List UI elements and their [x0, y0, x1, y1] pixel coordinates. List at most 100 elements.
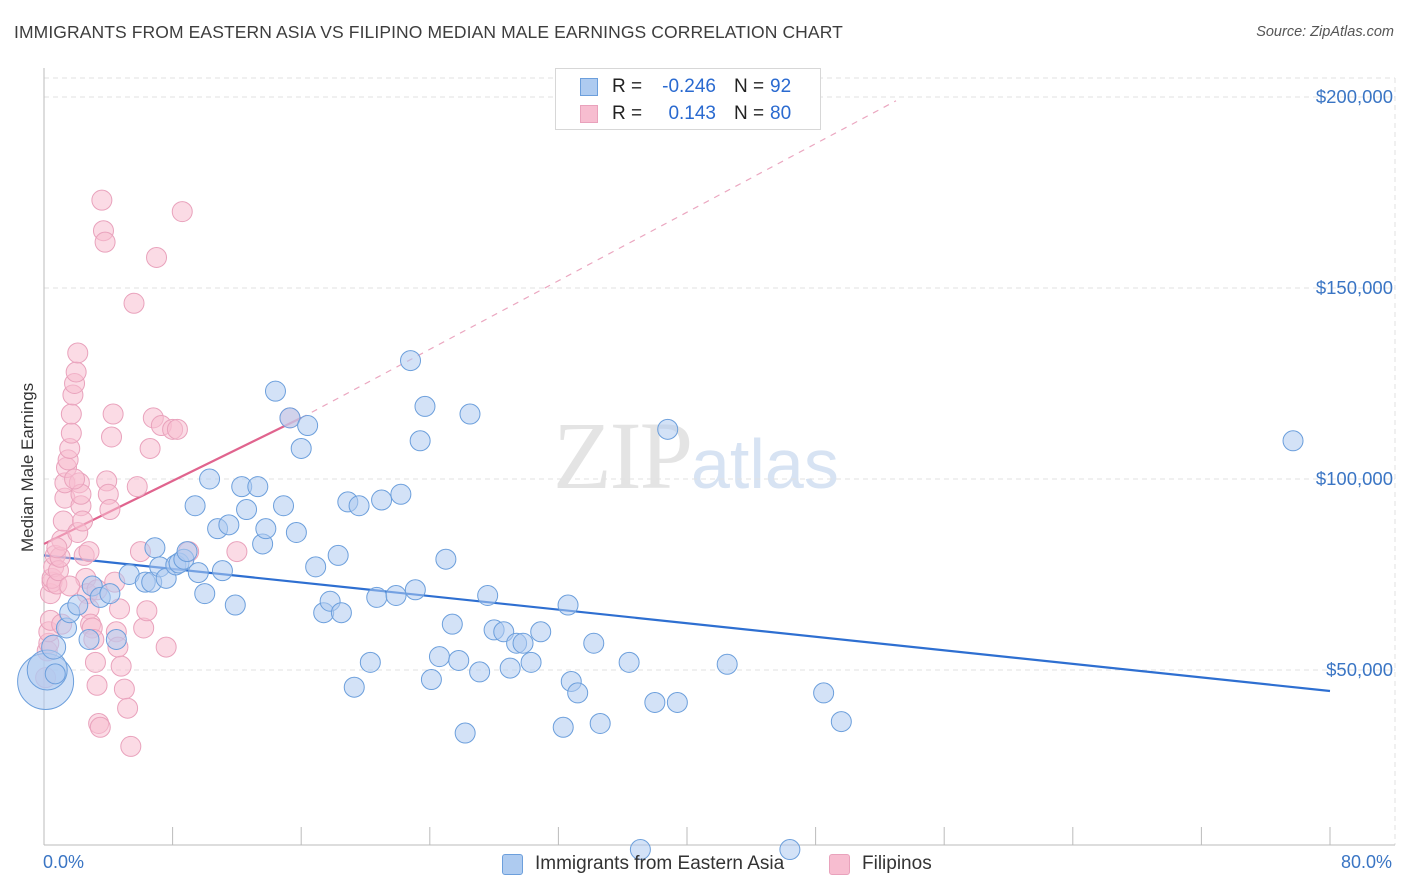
- eastern-asia-point: [779, 839, 801, 861]
- eastern-asia-point: [552, 716, 574, 738]
- filipinos-point: [72, 510, 94, 532]
- eastern-asia-point: [567, 682, 589, 704]
- x-min-label: 0.0%: [43, 852, 85, 872]
- eastern-asia-point: [409, 430, 431, 452]
- filipinos-point: [109, 598, 131, 620]
- eastern-asia-point: [330, 602, 352, 624]
- filipinos-point: [78, 541, 100, 563]
- blue-swatch: [580, 78, 598, 96]
- blue-swatch: [502, 854, 523, 875]
- n-label: N =: [734, 103, 765, 124]
- filipinos-point: [117, 697, 139, 719]
- filipinos-point: [59, 575, 81, 597]
- eastern-asia-point: [583, 632, 605, 654]
- filipinos-point: [84, 651, 106, 673]
- eastern-asia-point: [428, 646, 450, 668]
- filipinos-point: [67, 342, 89, 364]
- filipinos-point: [120, 735, 142, 757]
- pink-swatch: [580, 105, 598, 123]
- n-label: N =: [734, 76, 765, 97]
- eastern-asia-point: [420, 669, 442, 691]
- eastern-asia-point: [629, 839, 651, 861]
- eastern-asia-point: [469, 661, 491, 683]
- eastern-asia-point: [366, 586, 388, 608]
- eastern-asia-trend-line: [43, 554, 1331, 693]
- filipinos-point: [102, 403, 124, 425]
- eastern-asia-point: [105, 628, 127, 650]
- y-tick-label-50000: $50,000: [1326, 659, 1393, 680]
- eastern-asia-point: [512, 632, 534, 654]
- filipinos-point: [110, 655, 132, 677]
- eastern-asia-point: [44, 663, 66, 685]
- filipinos-point: [123, 292, 145, 314]
- eastern-asia-point: [589, 712, 611, 734]
- filipinos-point: [126, 476, 148, 498]
- eastern-asia-point: [327, 544, 349, 566]
- legend-label: Immigrants from Eastern Asia: [535, 853, 785, 874]
- eastern-asia-point: [273, 495, 295, 517]
- pink-swatch: [829, 854, 850, 875]
- eastern-asia-point: [144, 537, 166, 559]
- eastern-asia-point: [343, 676, 365, 698]
- eastern-asia-point: [297, 415, 319, 437]
- filipinos-point: [166, 418, 188, 440]
- r-value: 0.143: [668, 103, 716, 124]
- eastern-asia-point: [290, 437, 312, 459]
- stat-row-filipinos: R = 0.143 N = 80: [556, 100, 820, 126]
- eastern-asia-points: [17, 350, 1304, 861]
- eastern-asia-point: [644, 691, 666, 713]
- eastern-asia-point: [218, 514, 240, 536]
- filipinos-point: [113, 678, 135, 700]
- eastern-asia-point: [1282, 430, 1304, 452]
- eastern-asia-point: [194, 583, 216, 605]
- eastern-asia-point: [199, 468, 221, 490]
- eastern-asia-point: [716, 653, 738, 675]
- eastern-asia-point: [557, 594, 579, 616]
- eastern-asia-point: [67, 594, 89, 616]
- eastern-asia-point: [618, 651, 640, 673]
- series-legend: Immigrants from Eastern Asia Filipinos: [0, 852, 1406, 878]
- eastern-asia-point: [348, 495, 370, 517]
- eastern-asia-point: [285, 521, 307, 543]
- eastern-asia-point: [247, 476, 269, 498]
- eastern-asia-point: [176, 541, 198, 563]
- filipinos-point: [64, 468, 86, 490]
- eastern-asia-point: [390, 483, 412, 505]
- eastern-asia-point: [279, 407, 301, 429]
- filipinos-trend-extension: [300, 100, 897, 419]
- eastern-asia-point: [414, 395, 436, 417]
- eastern-asia-point: [454, 722, 476, 744]
- stat-row-eastern-asia: R = -0.246 N = 92: [556, 73, 820, 99]
- eastern-asia-point: [666, 691, 688, 713]
- r-label: R =: [612, 76, 643, 97]
- eastern-asia-point: [236, 499, 258, 521]
- eastern-asia-point: [448, 649, 470, 671]
- eastern-asia-point: [255, 518, 277, 540]
- gridlines: [44, 77, 1396, 845]
- y-tick-label-100000: $100,000: [1315, 468, 1393, 489]
- eastern-asia-point: [78, 628, 100, 650]
- correlation-legend: R = -0.246 N = 92 R = 0.143 N = 80: [555, 68, 821, 130]
- filipinos-point: [101, 426, 123, 448]
- eastern-asia-point: [441, 613, 463, 635]
- filipinos-point: [171, 201, 193, 223]
- eastern-asia-point: [435, 548, 457, 570]
- filipinos-point: [46, 537, 68, 559]
- filipinos-point: [91, 189, 113, 211]
- eastern-asia-point: [359, 651, 381, 673]
- filipinos-point: [99, 499, 121, 521]
- eastern-asia-point: [187, 562, 209, 584]
- x-max-label: 80.0%: [1340, 852, 1392, 872]
- filipinos-point: [89, 716, 111, 738]
- watermark-atlas: atlas: [691, 425, 839, 503]
- source-label: Source: ZipAtlas.com: [1256, 24, 1394, 40]
- eastern-asia-point: [520, 651, 542, 673]
- eastern-asia-point: [530, 621, 552, 643]
- filipinos-point: [60, 422, 82, 444]
- filipinos-point: [60, 403, 82, 425]
- eastern-asia-point: [211, 560, 233, 582]
- legend-label: Filipinos: [862, 853, 932, 874]
- axes: [43, 68, 1395, 846]
- y-tick-label-200000: $200,000: [1315, 86, 1393, 107]
